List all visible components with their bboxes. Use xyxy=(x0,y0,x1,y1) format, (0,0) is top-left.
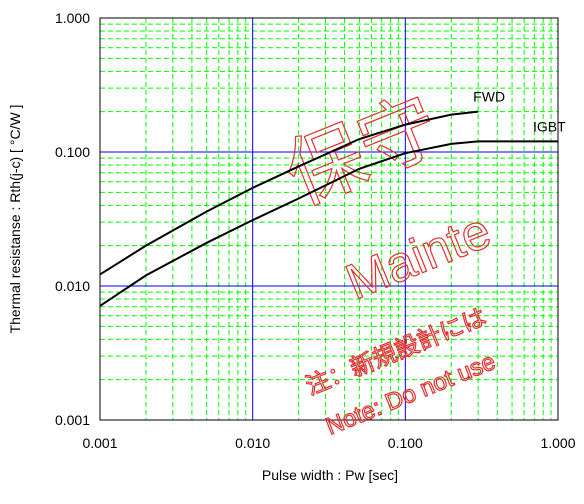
plot-frame xyxy=(99,17,559,421)
x-tick-label: 0.010 xyxy=(235,435,270,451)
x-tick-label: 0.001 xyxy=(82,435,117,451)
x-tick-label: 1.000 xyxy=(540,435,575,451)
x-axis-label: Pulse width : Pw [sec] xyxy=(262,467,398,483)
y-tick-label: 0.100 xyxy=(55,144,90,160)
y-axis-label: Thermal resistanse : Rth(j-c) [ °C/W ] xyxy=(7,105,23,334)
series-label: IGBT xyxy=(533,118,566,134)
series-label: FWD xyxy=(473,89,505,105)
y-tick-label: 0.010 xyxy=(55,278,90,294)
line-series xyxy=(99,110,479,276)
line-series xyxy=(99,140,558,307)
x-tick-label: 0.100 xyxy=(388,435,423,451)
y-tick-label: 0.001 xyxy=(55,412,90,428)
y-tick-label: 1.000 xyxy=(55,10,90,26)
